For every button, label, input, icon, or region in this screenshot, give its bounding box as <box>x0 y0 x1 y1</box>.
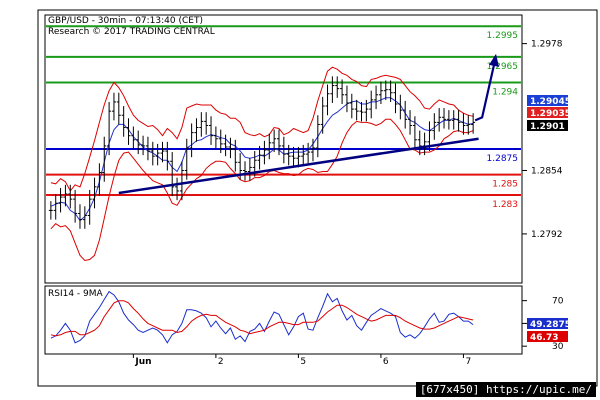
rsi-axis-label: 30 <box>552 342 564 352</box>
price-axis-label: 1.2978 <box>531 40 563 50</box>
price-axis-label: 1.2792 <box>531 230 563 240</box>
level-label-resistance: 1.2965 <box>487 62 519 72</box>
price-tag-label: 1.29045 <box>530 97 571 107</box>
bollinger-lower-line <box>50 118 474 262</box>
price-overlay <box>118 53 499 195</box>
price-tag-box <box>527 120 568 131</box>
price-tag-label: 1.29035 <box>530 109 571 119</box>
ascending-trendline <box>118 137 479 195</box>
level-label-resistance: 1.2995 <box>487 31 519 41</box>
rsi-tag-label: 49.2875 <box>530 320 571 330</box>
x-axis-label: Jun <box>134 357 151 367</box>
price-axis: 1.2978 1.2854 1.2792 <box>522 40 563 240</box>
rsi-ma-line <box>50 300 474 337</box>
chart-title: GBP/USD - 30min - 07:13:40 (CET) <box>48 16 203 26</box>
price-indicators <box>50 66 474 262</box>
projection-arrow-head <box>489 53 499 67</box>
price-panel-frame <box>44 14 523 284</box>
outer-frame <box>37 9 598 387</box>
level-label-pivot: 1.2875 <box>487 154 519 164</box>
x-axis-label: 6 <box>383 357 389 367</box>
rsi-title: RSI14 - 9MA <box>48 289 104 299</box>
price-bars <box>48 76 476 229</box>
rsi-tag-label: 46.73 <box>530 333 558 343</box>
rsi-lines <box>50 290 474 344</box>
x-axis: Jun 2 5 6 7 <box>132 354 471 367</box>
rsi-tag-box <box>527 331 568 342</box>
rsi-axis-label: 70 <box>552 297 564 307</box>
price-axis-label: 1.2854 <box>531 166 563 176</box>
level-label-resistance: 1.294 <box>492 88 518 98</box>
chart-copyright: Research © 2017 TRADING CENTRAL <box>48 27 215 37</box>
projection-arrow-line <box>474 64 496 122</box>
x-axis-label: 7 <box>465 357 471 367</box>
price-tag-label: 1.2901 <box>530 122 565 132</box>
watermark: [677x450] https://upic.me/ <box>415 382 596 397</box>
price-tags: 1.29045 1.29035 1.2901 <box>527 95 571 132</box>
rsi-tag-box <box>527 318 568 329</box>
level-label-support: 1.285 <box>492 180 518 190</box>
price-tag-box <box>527 95 568 106</box>
rsi-panel-frame <box>44 285 523 355</box>
rsi-tags: 49.2875 46.73 <box>527 318 571 343</box>
level-label-support: 1.283 <box>492 200 518 210</box>
x-axis-label: 2 <box>218 357 224 367</box>
bollinger-upper-line <box>50 66 474 192</box>
moving-average-line <box>50 97 474 222</box>
rsi-line <box>50 290 474 344</box>
x-axis-label: 5 <box>300 357 306 367</box>
price-tag-box <box>527 107 568 118</box>
